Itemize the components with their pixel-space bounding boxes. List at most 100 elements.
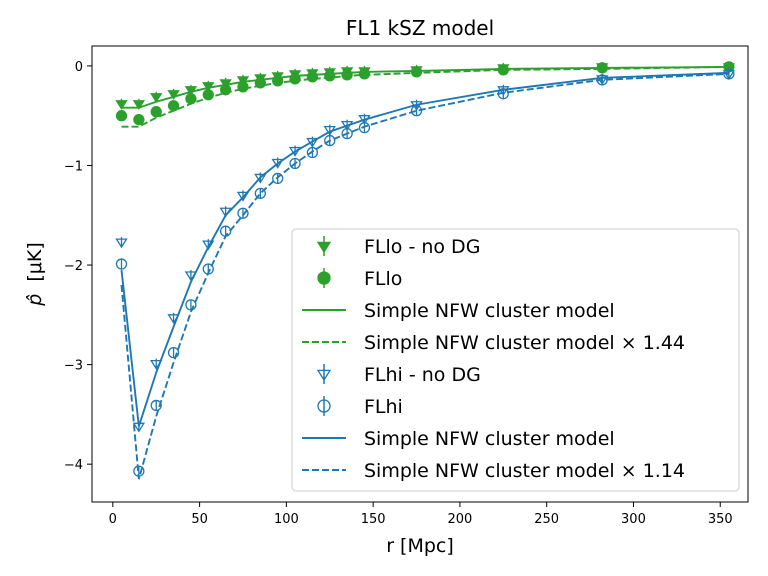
data-point <box>219 207 232 218</box>
y-tick-label: −3 <box>64 359 83 374</box>
chart-title: FL1 kSZ model <box>346 16 494 40</box>
data-point <box>289 73 301 85</box>
svg-text:p̂ [μK]: p̂ [μK] <box>24 242 46 306</box>
y-axis-unit: [μK] <box>24 242 46 281</box>
legend-label: FLlo <box>364 268 402 290</box>
data-point <box>254 187 266 200</box>
legend-item: Simple NFW cluster model <box>302 428 615 450</box>
data-point <box>306 137 319 148</box>
data-point <box>219 84 232 96</box>
data-point <box>497 64 509 76</box>
x-tick-label: 0 <box>109 512 117 527</box>
data-point <box>115 238 128 249</box>
data-point <box>237 207 249 219</box>
data-point <box>115 100 128 110</box>
data-point <box>254 77 266 89</box>
data-point <box>167 347 180 359</box>
y-axis: 0 −1 −2 −3 −4 <box>64 60 92 473</box>
data-point <box>272 75 284 87</box>
data-point <box>288 146 302 157</box>
data-point <box>358 115 371 125</box>
data-point <box>202 263 214 275</box>
y-axis-label: p̂ [μK] <box>24 242 46 306</box>
legend-marker-swatch <box>317 399 331 413</box>
data-point <box>272 172 284 185</box>
plot-frame <box>91 45 749 503</box>
legend-marker-swatch <box>316 369 332 382</box>
y-tick-label: −1 <box>64 159 83 174</box>
data-point <box>150 359 163 370</box>
data-point <box>150 106 162 118</box>
data-point <box>341 127 353 140</box>
data-point <box>596 74 608 86</box>
data-point <box>184 86 198 97</box>
legend-item: FLlo - no DG <box>316 236 480 258</box>
legend-item: Simple NFW cluster model × 1.44 <box>302 332 685 354</box>
legend: FLlo - no DG FLlo Simple NFW cluster model… <box>291 228 740 492</box>
data-point <box>289 157 301 170</box>
data-point <box>185 93 197 105</box>
legend-item: Simple NFW cluster model <box>302 300 615 322</box>
data-point <box>306 146 319 159</box>
data-point <box>133 114 145 126</box>
data-point <box>271 158 284 169</box>
series-layer <box>115 61 736 480</box>
legend-label: Simple NFW cluster model × 1.14 <box>364 460 685 482</box>
data-point <box>167 90 180 101</box>
data-point <box>341 69 353 81</box>
data-point <box>323 125 336 136</box>
data-point <box>219 79 232 90</box>
data-point <box>324 134 336 147</box>
legend-item: FLhi - no DG <box>316 364 481 386</box>
legend-item: FLlo <box>317 268 402 290</box>
data-point <box>184 271 198 282</box>
y-tick-label: 0 <box>75 60 83 75</box>
data-point <box>132 422 146 433</box>
legend-label: FLhi - no DG <box>364 364 481 386</box>
data-point <box>185 299 197 311</box>
data-point <box>410 105 423 117</box>
y-tick-label: −2 <box>64 259 83 274</box>
data-point <box>202 89 214 101</box>
legend-marker-swatch <box>317 271 331 285</box>
data-point <box>202 82 215 93</box>
x-tick-label: 300 <box>621 512 646 527</box>
x-tick-label: 200 <box>448 512 473 527</box>
legend-label: FLlo - no DG <box>364 236 480 258</box>
legend-label: Simple NFW cluster model × 1.44 <box>364 332 685 354</box>
x-axis: 0 50 100 150 200 250 300 350 <box>109 502 733 527</box>
data-point <box>497 86 510 97</box>
y-axis-symbol: p̂ <box>24 294 46 307</box>
data-point <box>202 240 215 251</box>
data-point <box>254 173 267 184</box>
data-point <box>132 100 146 110</box>
data-point <box>219 225 232 237</box>
x-tick-label: 150 <box>361 512 386 527</box>
x-axis-label: r [Mpc] <box>386 535 454 557</box>
data-point <box>358 121 371 134</box>
data-point <box>115 258 128 270</box>
data-point <box>410 66 423 78</box>
data-point <box>723 68 735 80</box>
data-point <box>167 314 180 325</box>
data-point <box>115 110 128 122</box>
data-point <box>167 100 180 112</box>
legend-item: FLhi <box>317 396 403 418</box>
data-point <box>150 93 163 104</box>
x-tick-label: 350 <box>708 512 733 527</box>
data-point <box>497 88 509 100</box>
data-point <box>324 70 336 82</box>
legend-marker-swatch <box>316 241 332 254</box>
data-point <box>358 68 371 80</box>
data-point <box>150 399 162 412</box>
legend-label: FLhi <box>364 396 403 418</box>
data-point <box>596 62 608 74</box>
data-point <box>340 121 354 131</box>
data-point <box>236 191 250 202</box>
y-tick-label: −4 <box>64 458 83 473</box>
x-tick-label: 100 <box>274 512 299 527</box>
data-point <box>133 465 145 477</box>
legend-label: Simple NFW cluster model <box>364 300 615 322</box>
x-tick-label: 250 <box>534 512 559 527</box>
